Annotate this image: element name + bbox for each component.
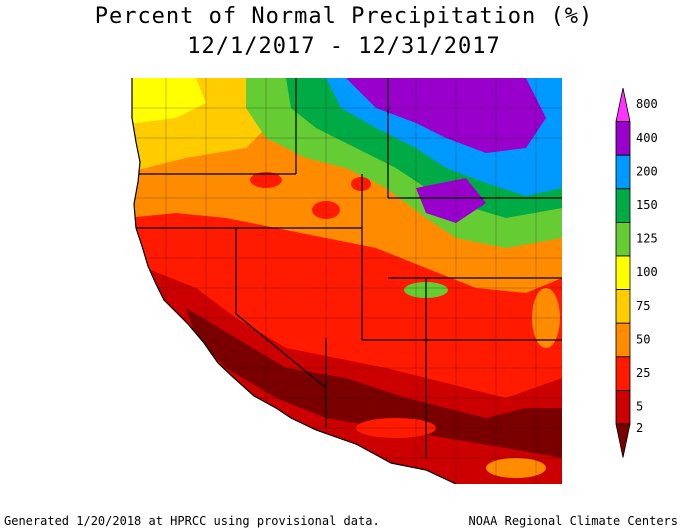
precipitation-map	[131, 78, 562, 484]
legend-label-400: 400	[636, 131, 658, 145]
legend-label-125: 125	[636, 232, 658, 246]
legend-swatch-2	[615, 423, 631, 458]
legend-swatch-5	[615, 389, 631, 425]
legend-label-100: 100	[636, 265, 658, 279]
legend-label-75: 75	[636, 299, 650, 313]
legend-label-150: 150	[636, 198, 658, 212]
legend-swatch-800	[615, 88, 631, 122]
legend-swatch-100	[615, 255, 631, 290]
map-date-range: 12/1/2017 - 12/31/2017	[187, 34, 501, 59]
legend-swatch-400	[615, 121, 631, 156]
generated-note: Generated 1/20/2018 at HPRCC using provi…	[4, 514, 380, 528]
legend-label-25: 25	[636, 366, 650, 380]
legend-label-800: 800	[636, 97, 658, 111]
map-title: Percent of Normal Precipitation (%)	[94, 4, 594, 29]
legend-swatch-50	[615, 322, 631, 358]
legend-swatch-75	[615, 289, 631, 324]
legend-swatch-125	[615, 221, 631, 257]
legend-swatch-150	[615, 188, 631, 223]
legend-label-2: 2	[636, 421, 643, 435]
legend-label-50: 50	[636, 332, 650, 346]
color-legend: 800 400 200 150 125 100 75 50 25 5 2	[615, 88, 658, 458]
legend-label-5: 5	[636, 400, 643, 414]
legend-label-200: 200	[636, 164, 658, 178]
legend-swatch-25	[615, 356, 631, 391]
source-credit: NOAA Regional Climate Centers	[468, 514, 678, 528]
legend-swatch-200	[615, 154, 631, 190]
